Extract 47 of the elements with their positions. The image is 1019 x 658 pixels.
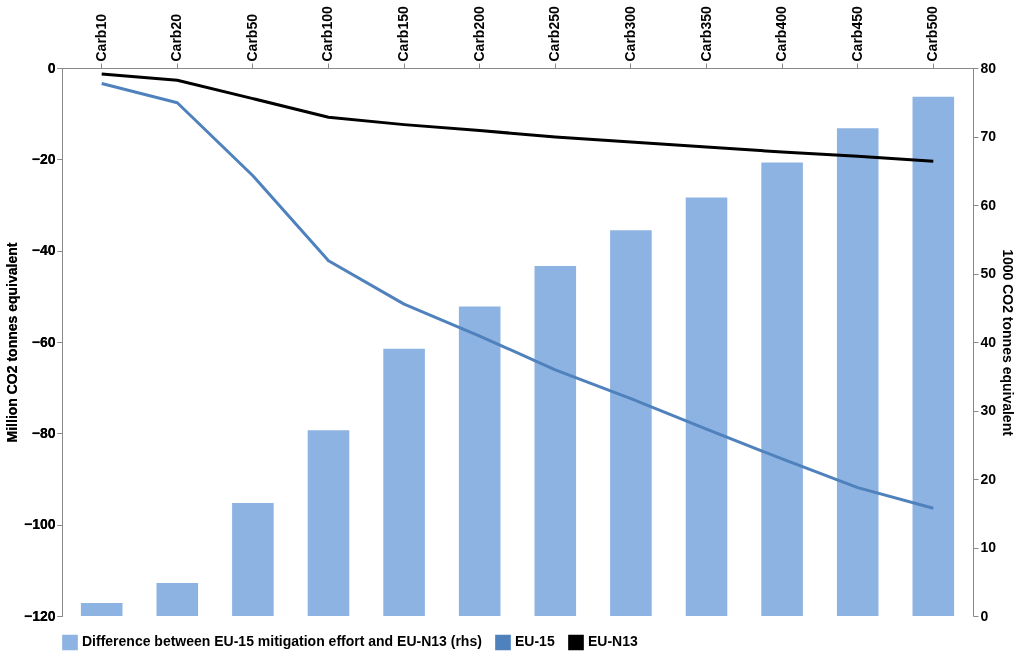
bar — [232, 502, 274, 616]
x-tick-label: Carb300 — [621, 6, 638, 62]
legend-label: EU-15 — [515, 633, 555, 650]
y2-tick-label: 60 — [980, 196, 997, 213]
x-tick-label: Carb10 — [92, 13, 109, 62]
x-tick-label: Carb400 — [773, 6, 790, 62]
y2-tick-label: 70 — [980, 128, 997, 144]
y2-tick-label: 80 — [980, 59, 997, 76]
y2-tick-label: 50 — [980, 265, 997, 281]
bar — [836, 128, 879, 616]
bar — [761, 162, 803, 616]
line-series — [100, 82, 935, 510]
legend-label: EU-N13 — [588, 633, 639, 650]
bar — [458, 306, 501, 616]
line-series — [100, 72, 935, 163]
x-tick-label: Carb500 — [924, 6, 941, 62]
x-tick-label: Carb350 — [697, 6, 714, 62]
x-tick-label: Carb450 — [848, 6, 865, 62]
x-tick-label: Carb200 — [470, 6, 487, 62]
x-tick-label: Carb100 — [319, 6, 336, 62]
x-tick-label: Carb50 — [243, 13, 260, 62]
y2-tick-label: 40 — [980, 333, 997, 350]
y2-tick-label: 20 — [980, 470, 997, 487]
x-tick-label: Carb20 — [168, 13, 185, 62]
bar — [156, 583, 199, 616]
bar — [534, 265, 577, 616]
y-tick-label: 0 — [47, 59, 56, 76]
y2-tick-label: 30 — [980, 402, 997, 418]
x-tick-label: Carb150 — [395, 6, 412, 62]
y2-tick-label: 0 — [980, 607, 989, 624]
bar — [383, 348, 425, 616]
y-tick-label: −20 — [31, 150, 56, 167]
legend-label: Difference between EU-15 mitigation effort and EU-N13 (rhs) — [82, 633, 482, 650]
y-tick-label: −100 — [23, 516, 56, 533]
y2-axis-title: 1000 CO2 tonnes equivalent — [1000, 249, 1017, 437]
bar — [685, 197, 728, 616]
bar — [80, 602, 123, 616]
x-tick-label: Carb250 — [546, 6, 563, 62]
y2-tick-label: 10 — [980, 539, 997, 555]
bar — [610, 230, 652, 616]
y-tick-label: −80 — [31, 424, 56, 441]
bar — [307, 430, 350, 616]
bar — [912, 96, 955, 616]
y-tick-label: −40 — [31, 242, 56, 259]
y-axis-title: Million CO2 tonnes equivalent — [3, 242, 20, 443]
y-tick-label: −120 — [23, 607, 56, 624]
y-tick-label: −60 — [31, 333, 56, 350]
